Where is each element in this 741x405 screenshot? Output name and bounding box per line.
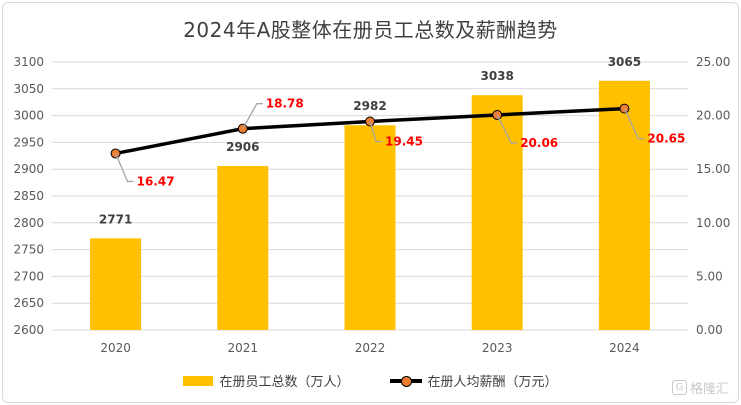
y-right-tick-label: 20.00 [696,109,730,123]
salary-value-label: 16.47 [137,174,175,188]
salary-value-label: 20.65 [647,132,685,146]
bar-2023 [471,95,523,331]
y-right-tick-label: 25.00 [696,55,730,69]
legend: 在册员工总数（万人） 在册人均薪酬（万元） [0,371,741,390]
watermark: G 格隆汇 [671,378,729,397]
bar-value-label: 2982 [353,99,386,113]
bar-2020 [90,238,142,330]
legend-bar-swatch [183,375,214,386]
salary-leader-line [369,121,382,143]
bar-2021 [217,165,269,330]
y-right-tick-label: 0.00 [696,323,723,337]
salary-value-label: 18.78 [266,97,304,111]
watermark-logo-icon: G [671,380,687,395]
x-tick-label: 2024 [609,341,640,355]
y-left-tick-label: 3100 [13,55,44,69]
y-right-tick-label: 10.00 [696,216,730,230]
y-left-tick-label: 3000 [13,109,44,123]
y-left-tick-label: 2750 [13,243,44,257]
x-tick-label: 2021 [228,341,259,355]
y-left-tick-label: 2850 [13,189,44,203]
salary-leader-line [496,114,518,144]
salary-leader-line [242,103,263,129]
x-tick-label: 2022 [355,341,386,355]
salary-leader-line [623,108,645,140]
legend-label-employees: 在册员工总数（万人） [219,375,350,390]
y-left-tick-label: 2700 [13,269,44,283]
legend-line-swatch [389,375,422,387]
bar-value-label: 3065 [608,55,641,69]
y-right-tick-label: 5.00 [696,269,723,283]
legend-label-salary: 在册人均薪酬（万元） [427,375,558,390]
legend-item-salary: 在册人均薪酬（万元） [389,371,558,390]
y-left-tick-label: 2650 [13,296,44,310]
bar-2024 [598,80,650,330]
legend-item-employees: 在册员工总数（万人） [183,371,350,390]
bar-value-label: 2906 [226,140,259,154]
y-left-tick-label: 2800 [13,216,44,230]
y-left-tick-label: 2900 [13,162,44,176]
x-tick-label: 2020 [100,341,131,355]
salary-value-label: 19.45 [385,134,423,148]
y-left-tick-label: 3050 [13,82,44,96]
bar-value-label: 3038 [480,69,513,83]
chart-title: 2024年A股整体在册员工总数及薪酬趋势 [183,18,558,42]
salary-value-label: 20.06 [520,136,558,150]
y-left-tick-label: 2950 [13,135,44,149]
y-left-tick-label: 2600 [13,323,44,337]
watermark-text: 格隆汇 [689,382,729,397]
bar-2022 [344,125,396,330]
y-right-tick-label: 15.00 [696,162,730,176]
salary-leader-line [115,153,134,183]
bar-value-label: 2771 [99,212,132,226]
x-tick-label: 2023 [482,341,513,355]
